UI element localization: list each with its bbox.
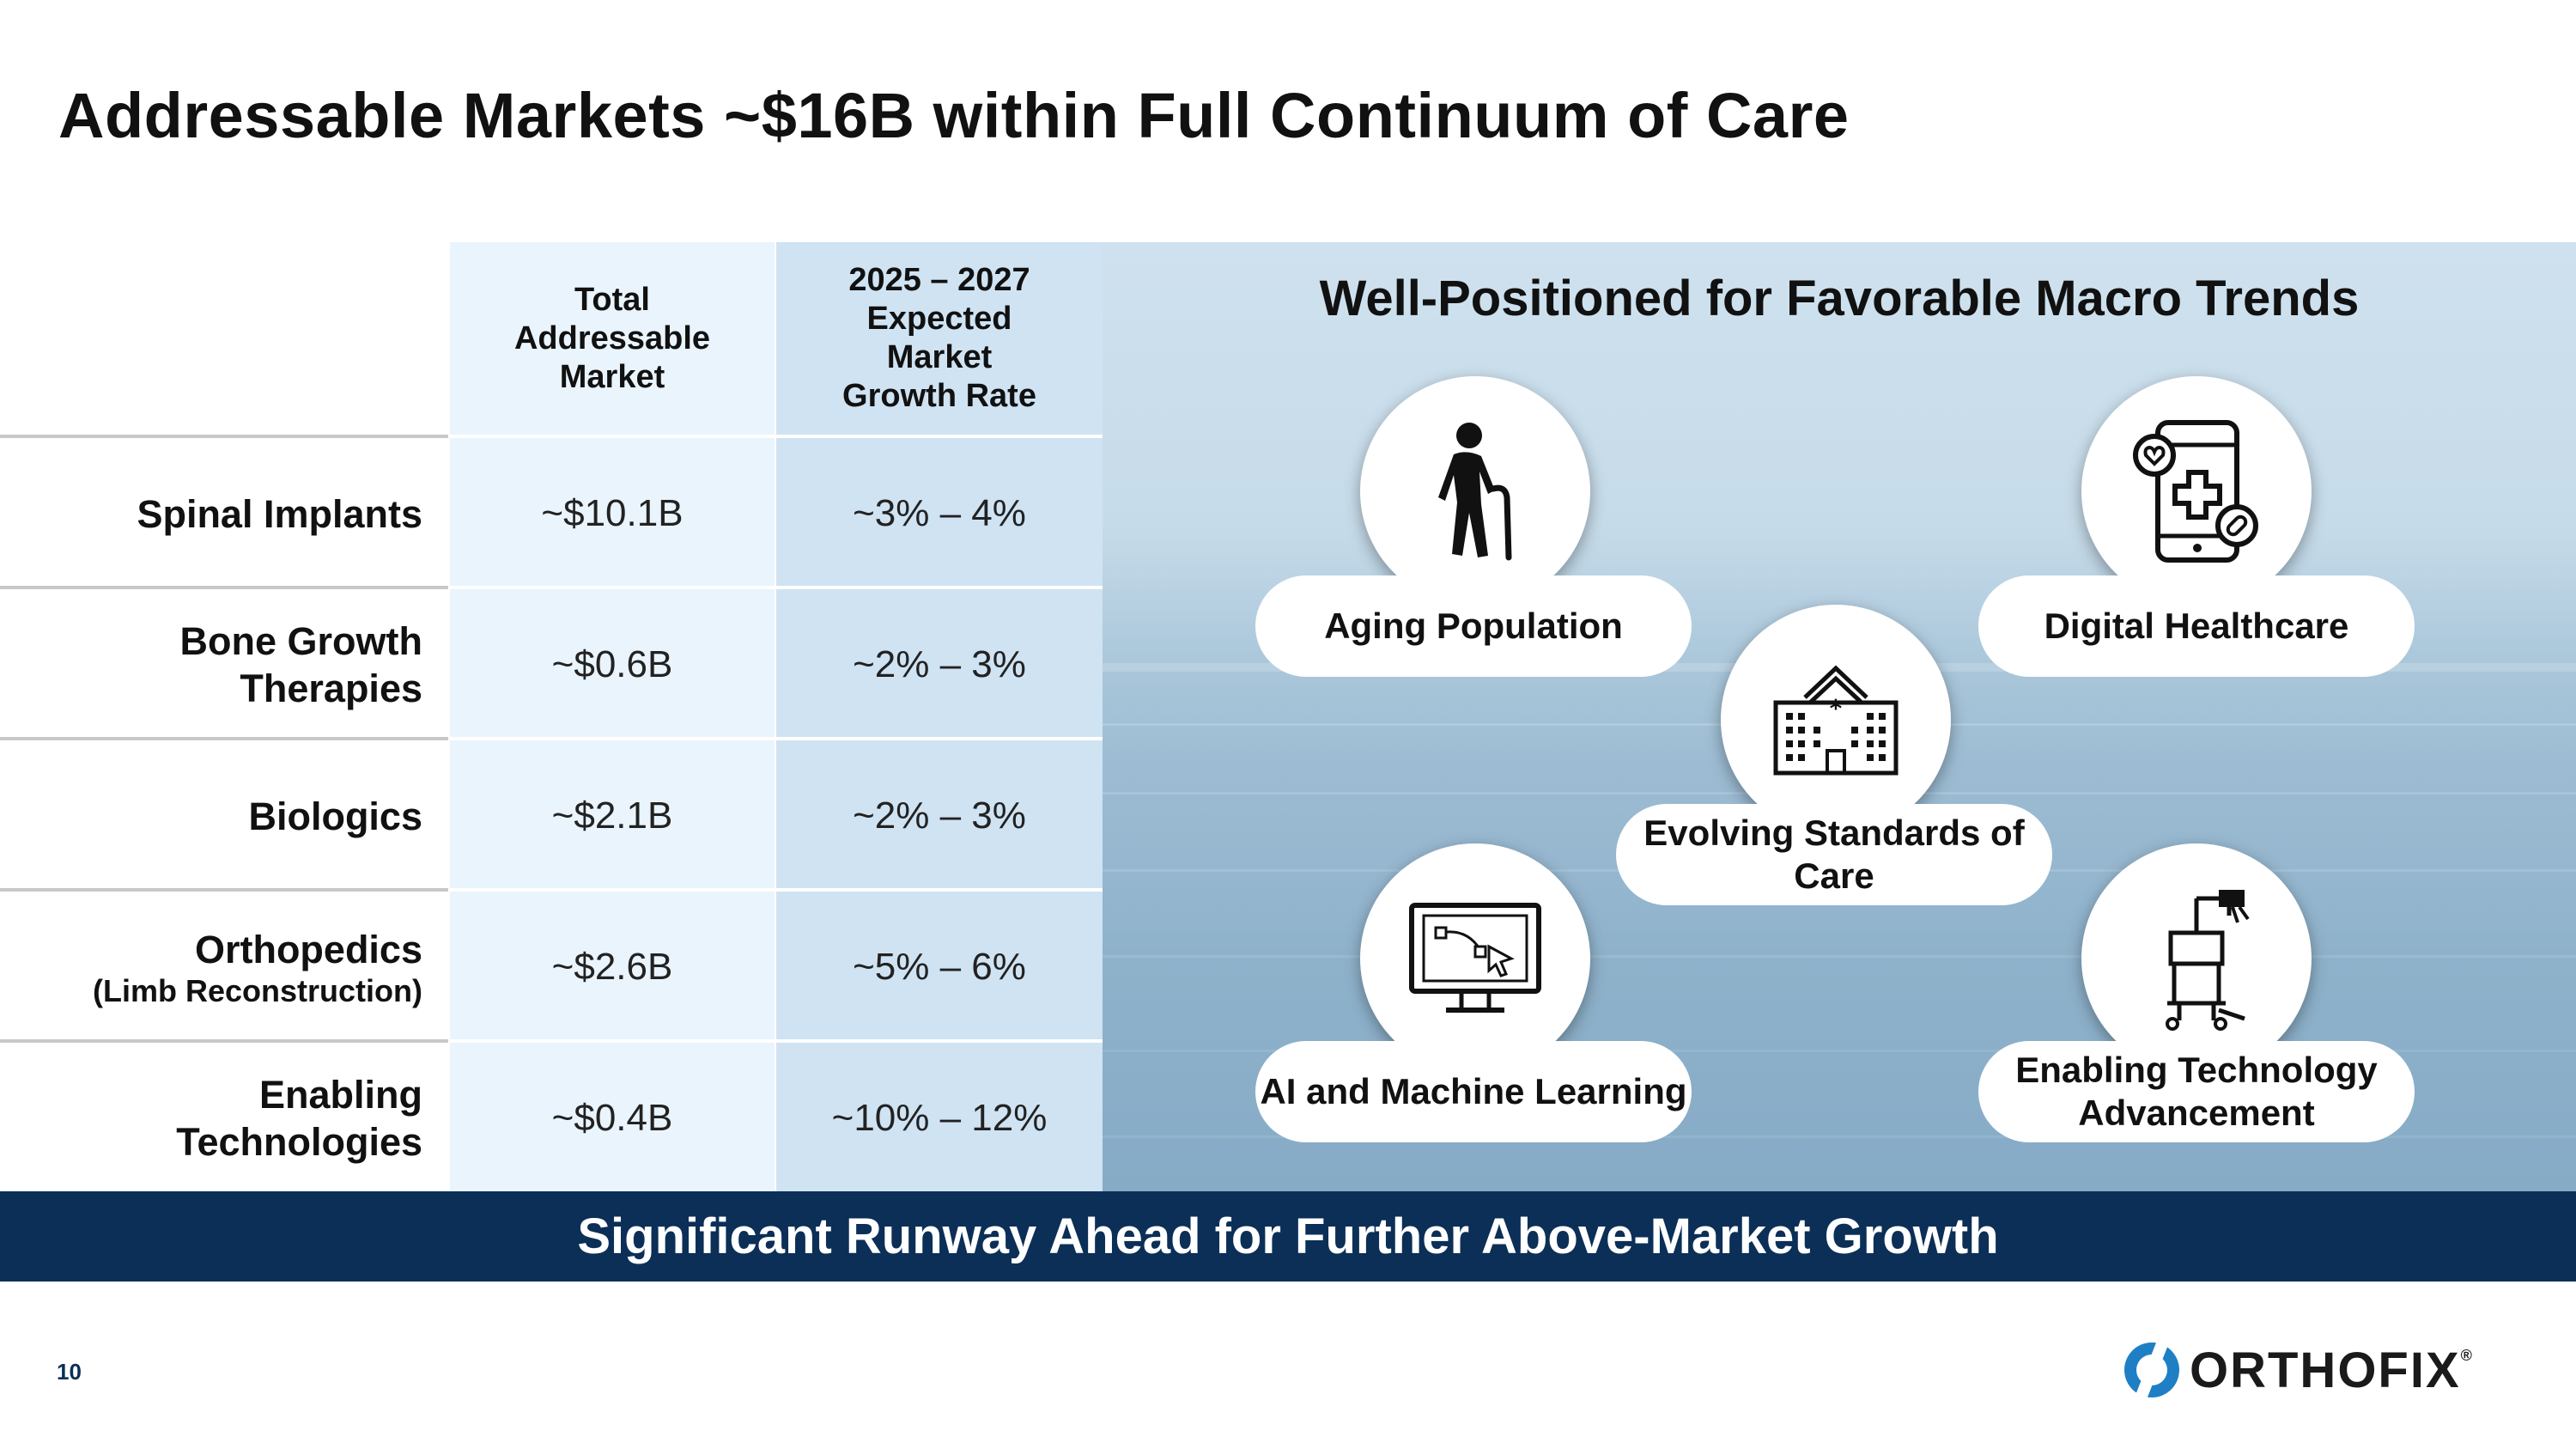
svg-text:*: * [1830, 694, 1843, 722]
bottom-banner: Significant Runway Ahead for Further Abo… [0, 1191, 2576, 1282]
row-label: Spinal Implants [137, 491, 422, 536]
market-table: Total Addressable Market 2025 – 2027 Exp… [0, 242, 1103, 1191]
smartphone-health-icon [2133, 420, 2258, 563]
row-growth: ~3% – 4% [853, 492, 1026, 534]
table-row: Enabling Technologies ~$0.4B ~10% – 12% [0, 1039, 1103, 1194]
logo-wordmark: ORTHOFIX [2190, 1342, 2461, 1398]
growth-column-bg [776, 242, 1103, 1191]
row-tam: ~$2.1B [551, 795, 673, 837]
logo-registered-mark: ® [2460, 1347, 2472, 1364]
header-tam: Total Addressable Market [513, 281, 711, 395]
orthofix-logo: ORTHOFIX ® [2121, 1339, 2472, 1401]
elderly-person-icon [1438, 423, 1512, 561]
row-label: Bone Growth Therapies [179, 619, 422, 710]
computer-monitor-icon [1409, 903, 1541, 1013]
evolving-standards-badge: * [1721, 605, 1951, 835]
ocean-background [1103, 242, 2576, 1191]
row-sublabel: (Limb Reconstruction) [93, 972, 422, 1008]
orthofix-logo-icon [2124, 1339, 2179, 1401]
table-row: Biologics ~$2.1B ~2% – 3% [0, 737, 1103, 892]
row-label: Enabling Technologies [176, 1073, 422, 1164]
row-tam: ~$0.6B [551, 643, 673, 685]
digital-healthcare-label: Digital Healthcare [1978, 575, 2415, 677]
evolving-standards-label: Evolving Standards of Care [1616, 804, 2052, 905]
row-label: Orthopedics (Limb Reconstruction) [93, 927, 422, 1008]
surgical-robot-icon [2166, 890, 2250, 1031]
row-tam: ~$10.1B [541, 492, 683, 534]
header-growth: 2025 – 2027 Expected Market Growth Rate [842, 262, 1036, 414]
hospital-icon: * [1773, 665, 1899, 776]
row-label: Biologics [248, 794, 422, 838]
row-growth: ~5% – 6% [853, 946, 1026, 988]
row-growth: ~10% – 12% [831, 1097, 1048, 1139]
enabling-tech-label: Enabling Technology Advancement [1978, 1041, 2415, 1142]
enabling-tech-badge [2081, 843, 2312, 1074]
row-tam: ~$0.4B [551, 1097, 673, 1139]
table-row: Spinal Implants ~$10.1B ~3% – 4% [0, 435, 1103, 589]
aging-population-badge [1360, 376, 1590, 606]
ai-ml-label: AI and Machine Learning [1255, 1041, 1692, 1142]
tam-column-bg [450, 242, 775, 1191]
digital-healthcare-badge [2081, 376, 2312, 606]
row-growth: ~2% – 3% [853, 795, 1026, 837]
page-title: Addressable Markets ~$16B within Full Co… [58, 80, 1850, 151]
row-tam: ~$2.6B [551, 946, 673, 988]
ai-ml-badge [1360, 843, 1590, 1074]
page-number: 10 [57, 1359, 82, 1385]
table-row: Bone Growth Therapies ~$0.6B ~2% – 3% [0, 586, 1103, 740]
table-row: Orthopedics (Limb Reconstruction) ~$2.6B… [0, 888, 1103, 1043]
aging-population-label: Aging Population [1255, 575, 1692, 677]
banner-text: Significant Runway Ahead for Further Abo… [577, 1209, 1999, 1264]
trends-title: Well-Positioned for Favorable Macro Tren… [1319, 271, 2360, 326]
row-growth: ~2% – 3% [853, 643, 1026, 685]
